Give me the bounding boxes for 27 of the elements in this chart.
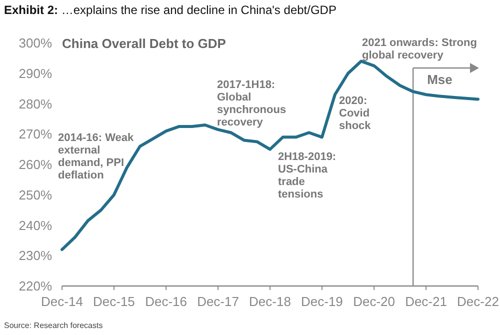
chart-title: Exhibit 2: …explains the rise and decline in China's debt/GDP [4, 3, 336, 17]
x-tick-label: Dec-19 [301, 294, 343, 309]
x-tick-label: Dec-18 [249, 294, 291, 309]
y-tick-label: 280% [18, 96, 52, 112]
annotation: 2021 onwards: Strong global recovery [362, 37, 477, 62]
x-tick-label: Dec-21 [405, 294, 447, 309]
y-tick-label: 230% [18, 248, 52, 264]
x-tick-label: Dec-22 [457, 294, 499, 309]
ref-line-label: Mse [427, 72, 452, 87]
y-tick-label: 260% [18, 157, 52, 172]
x-tick-label: Dec-15 [93, 294, 135, 309]
chart-subtitle: China Overall Debt to GDP [62, 36, 226, 51]
y-tick-label: 250% [18, 187, 52, 202]
annotation: 2020: Covid shock [339, 95, 372, 132]
x-tick-label: Dec-17 [197, 294, 239, 309]
annotation: 2H18-2019: US-China trade tensions [278, 151, 336, 200]
x-tick-label: Dec-16 [145, 294, 188, 309]
annotation: 2017-1H18: Global synchronous recovery [217, 79, 286, 128]
annotation: 2014-16: Weak external demand, PPI deflation [58, 132, 135, 182]
y-tick-label: 270% [18, 126, 52, 142]
y-tick-label: 240% [18, 218, 52, 233]
y-tick-label: 290% [18, 66, 52, 81]
y-tick-label: 220% [18, 278, 52, 294]
source-note: Source: Research forecasts [4, 321, 103, 330]
x-tick-label: Dec-14 [41, 294, 83, 309]
x-tick-label: Dec-20 [353, 294, 396, 309]
y-tick-label: 300% [18, 36, 52, 51]
